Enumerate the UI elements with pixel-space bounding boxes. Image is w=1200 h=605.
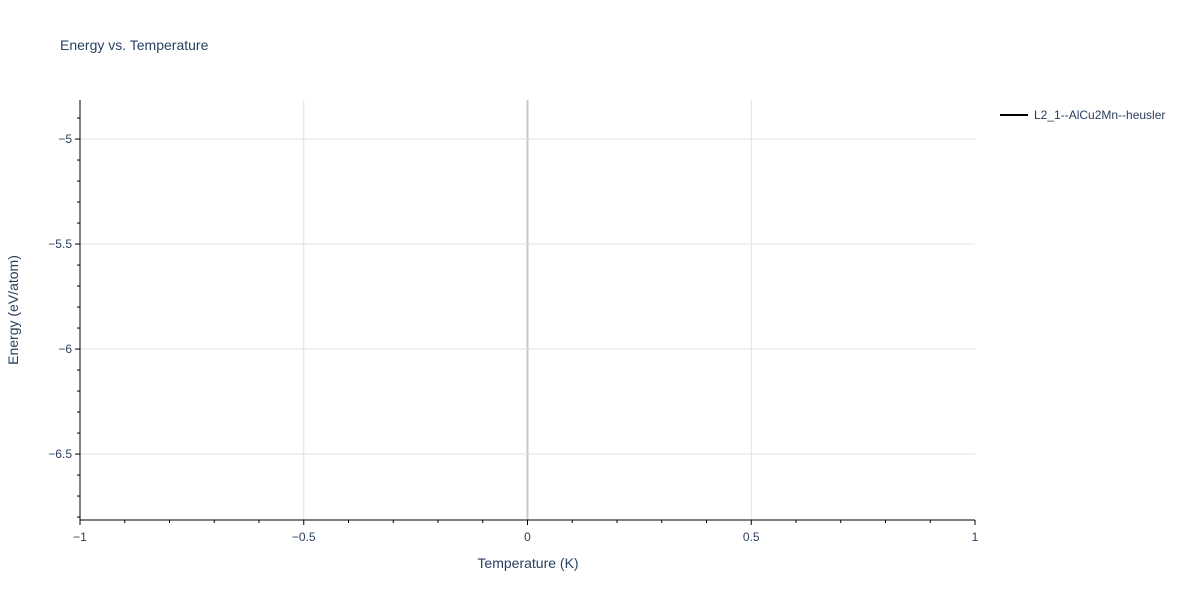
y-tick-label: −6 bbox=[58, 342, 72, 356]
x-tick-label: 0 bbox=[524, 530, 531, 544]
x-tick-label: 1 bbox=[972, 530, 979, 544]
x-tick-label: 0.5 bbox=[743, 530, 760, 544]
y-tick-label: −5 bbox=[58, 132, 72, 146]
chart-title: Energy vs. Temperature bbox=[60, 37, 209, 53]
y-tick-label: −6.5 bbox=[48, 447, 72, 461]
legend[interactable]: L2_1--AlCu2Mn--heusler bbox=[1000, 108, 1165, 122]
axes: −1 −0.5 0 0.5 1 −5 −5.5 −6 −6.5 bbox=[48, 100, 979, 544]
grid bbox=[80, 100, 975, 520]
y-axis-label: Energy (eV/atom) bbox=[5, 255, 21, 365]
x-tick-label: −0.5 bbox=[292, 530, 316, 544]
y-tick-label: −5.5 bbox=[48, 237, 72, 251]
legend-item-label[interactable]: L2_1--AlCu2Mn--heusler bbox=[1034, 108, 1165, 122]
x-tick-label: −1 bbox=[73, 530, 87, 544]
x-axis-label: Temperature (K) bbox=[477, 555, 578, 571]
